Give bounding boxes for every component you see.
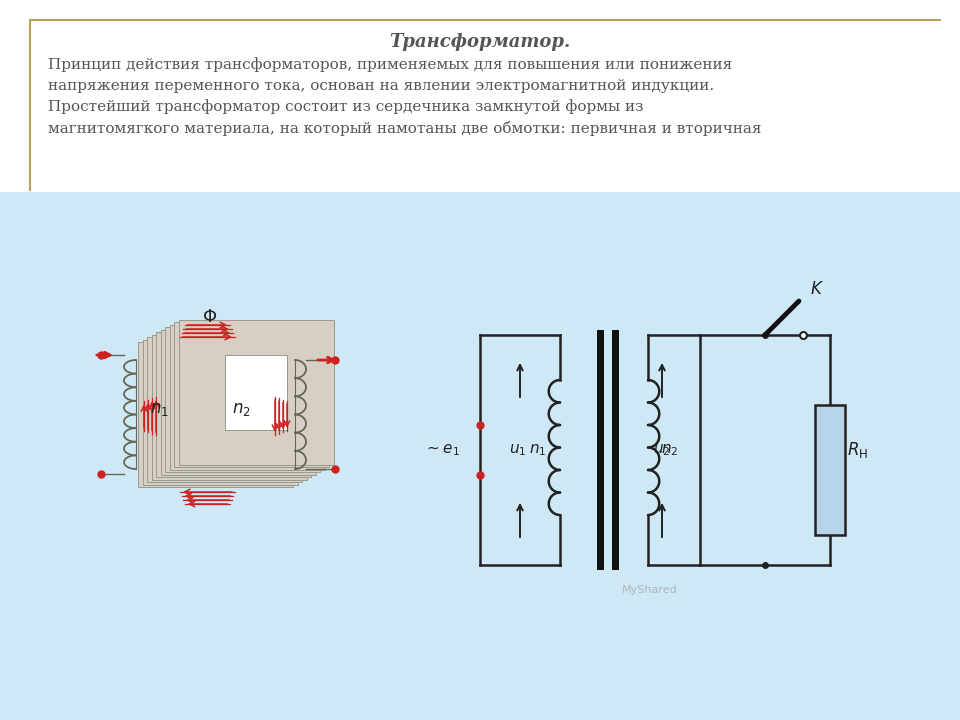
Polygon shape xyxy=(215,359,277,434)
Text: Простейший трансформатор состоит из сердечника замкнутой формы из: Простейший трансформатор состоит из серд… xyxy=(48,99,643,114)
Bar xyxy=(612,330,619,570)
Polygon shape xyxy=(184,377,246,452)
Polygon shape xyxy=(152,335,306,480)
Bar xyxy=(597,330,604,570)
Polygon shape xyxy=(211,362,273,437)
Polygon shape xyxy=(165,327,320,472)
Text: $n_2$: $n_2$ xyxy=(661,442,679,458)
Polygon shape xyxy=(202,367,264,442)
Polygon shape xyxy=(193,372,255,447)
Polygon shape xyxy=(174,322,329,467)
Text: $u_2$: $u_2$ xyxy=(654,442,671,458)
Text: $n_1$: $n_1$ xyxy=(150,402,168,418)
Polygon shape xyxy=(138,342,293,487)
Text: Принцип действия трансформаторов, применяемых для повышения или понижения: Принцип действия трансформаторов, примен… xyxy=(48,58,732,73)
Polygon shape xyxy=(206,364,269,439)
Polygon shape xyxy=(198,369,259,444)
Text: $\sim e_1$: $\sim e_1$ xyxy=(424,442,460,458)
Text: Трансформатор.: Трансформатор. xyxy=(390,33,570,51)
Bar xyxy=(815,405,845,535)
Text: MyShared: MyShared xyxy=(622,585,678,595)
Text: $R_\mathrm{H}$: $R_\mathrm{H}$ xyxy=(848,440,869,460)
Polygon shape xyxy=(142,340,298,485)
Polygon shape xyxy=(147,337,302,482)
Text: магнитомягкого материала, на который намотаны две обмотки: первичная и вторичная: магнитомягкого материала, на который нам… xyxy=(48,120,761,135)
Text: $n_1$: $n_1$ xyxy=(529,442,546,458)
Polygon shape xyxy=(156,332,311,477)
Polygon shape xyxy=(188,374,251,449)
Text: $K$: $K$ xyxy=(810,281,824,297)
Polygon shape xyxy=(160,330,316,474)
Polygon shape xyxy=(170,325,324,469)
Text: напряжения переменного тока, основан на явлении электромагнитной индукции.: напряжения переменного тока, основан на … xyxy=(48,79,714,93)
Polygon shape xyxy=(225,354,286,430)
Bar xyxy=(0,192,960,720)
Text: $\Phi$: $\Phi$ xyxy=(203,308,218,326)
Text: $n_2$: $n_2$ xyxy=(231,402,251,418)
Polygon shape xyxy=(179,320,333,464)
Text: $u_1$: $u_1$ xyxy=(510,442,527,458)
Polygon shape xyxy=(220,357,282,432)
